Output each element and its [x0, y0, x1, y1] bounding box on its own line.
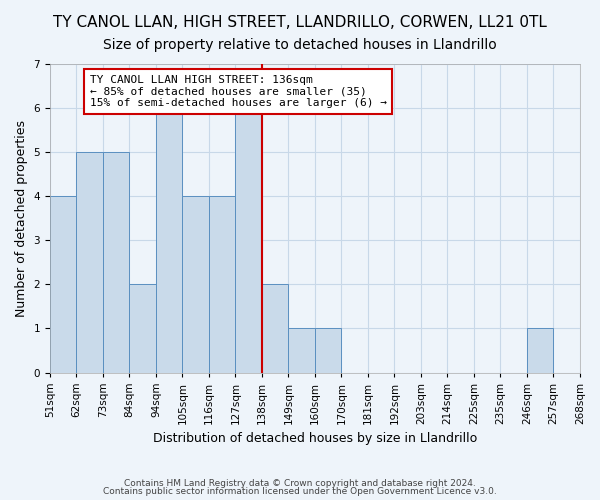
Bar [527, 328, 553, 372]
Text: Size of property relative to detached houses in Llandrillo: Size of property relative to detached ho… [103, 38, 497, 52]
Bar [235, 108, 262, 372]
Y-axis label: Number of detached properties: Number of detached properties [15, 120, 28, 317]
Bar [315, 328, 341, 372]
Bar [289, 328, 315, 372]
Bar [103, 152, 130, 372]
Bar [182, 196, 209, 372]
Bar [156, 108, 182, 372]
Text: TY CANOL LLAN HIGH STREET: 136sqm
← 85% of detached houses are smaller (35)
15% : TY CANOL LLAN HIGH STREET: 136sqm ← 85% … [89, 75, 386, 108]
Text: Contains public sector information licensed under the Open Government Licence v3: Contains public sector information licen… [103, 487, 497, 496]
Text: TY CANOL LLAN, HIGH STREET, LLANDRILLO, CORWEN, LL21 0TL: TY CANOL LLAN, HIGH STREET, LLANDRILLO, … [53, 15, 547, 30]
X-axis label: Distribution of detached houses by size in Llandrillo: Distribution of detached houses by size … [153, 432, 477, 445]
Text: Contains HM Land Registry data © Crown copyright and database right 2024.: Contains HM Land Registry data © Crown c… [124, 478, 476, 488]
Bar [262, 284, 289, 372]
Bar [130, 284, 156, 372]
Bar [76, 152, 103, 372]
Bar [209, 196, 235, 372]
Bar [50, 196, 76, 372]
